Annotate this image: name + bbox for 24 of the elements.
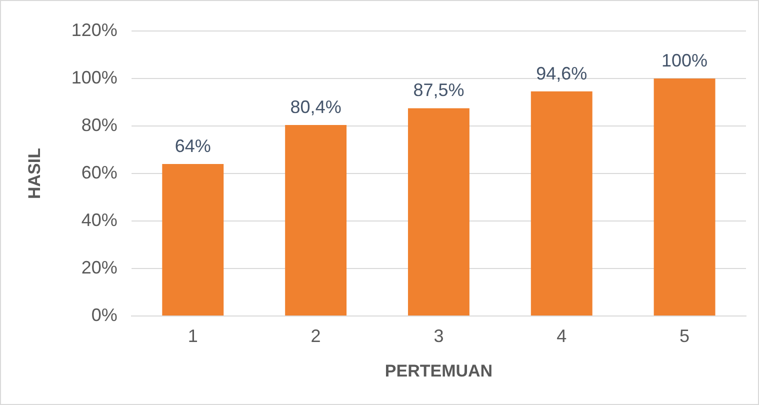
y-tick-label: 120% bbox=[71, 20, 118, 40]
x-tick-label: 1 bbox=[188, 326, 198, 346]
y-tick-label: 60% bbox=[81, 162, 118, 182]
x-axis-title: PERTEMUAN bbox=[384, 361, 493, 380]
y-tick-label: 40% bbox=[81, 210, 118, 230]
bar bbox=[285, 125, 347, 316]
data-label: 64% bbox=[174, 136, 211, 156]
x-tick-label: 3 bbox=[434, 326, 444, 346]
x-tick-label: 5 bbox=[680, 326, 690, 346]
bar bbox=[408, 108, 470, 316]
data-label: 80,4% bbox=[290, 97, 342, 118]
data-label: 87,5% bbox=[413, 80, 464, 100]
y-tick-label: 0% bbox=[91, 304, 118, 325]
bar bbox=[162, 164, 224, 316]
data-label: 94,6% bbox=[536, 63, 588, 84]
y-axis-title: HASIL bbox=[24, 148, 44, 199]
data-label: 100% bbox=[662, 50, 708, 70]
y-tick-label: 80% bbox=[81, 114, 118, 135]
x-tick-label: 2 bbox=[310, 326, 321, 346]
bar bbox=[530, 91, 592, 316]
x-tick-label: 4 bbox=[556, 326, 567, 346]
bar bbox=[654, 78, 716, 316]
y-tick-label: 100% bbox=[71, 67, 118, 88]
y-tick-label: 20% bbox=[81, 257, 118, 278]
